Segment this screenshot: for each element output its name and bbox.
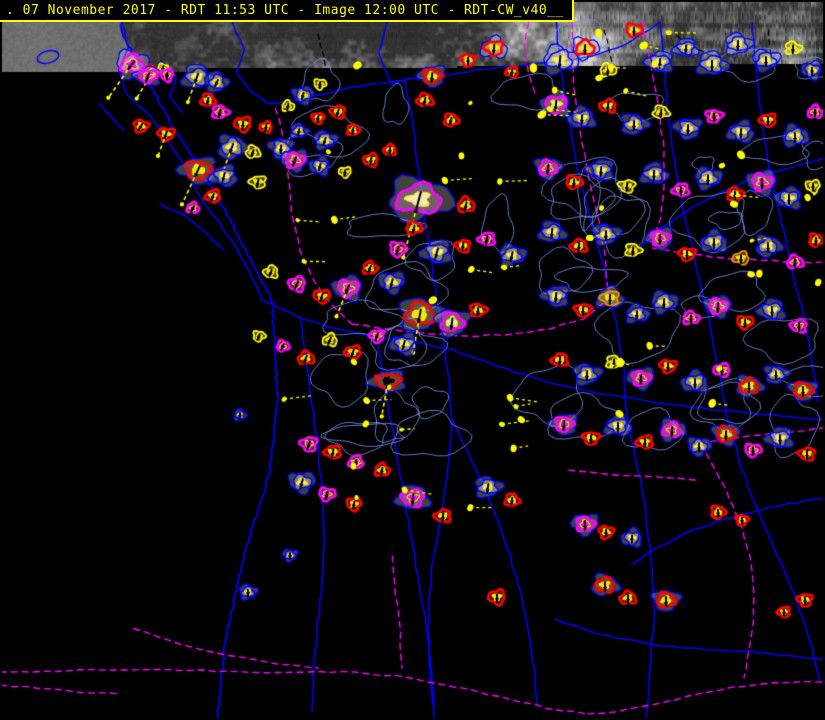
product-title-bar: . 07 November 2017 - RDT 11:53 UTC - Ima… bbox=[0, 0, 574, 22]
product-title-text: . 07 November 2017 - RDT 11:53 UTC - Ima… bbox=[6, 2, 564, 18]
